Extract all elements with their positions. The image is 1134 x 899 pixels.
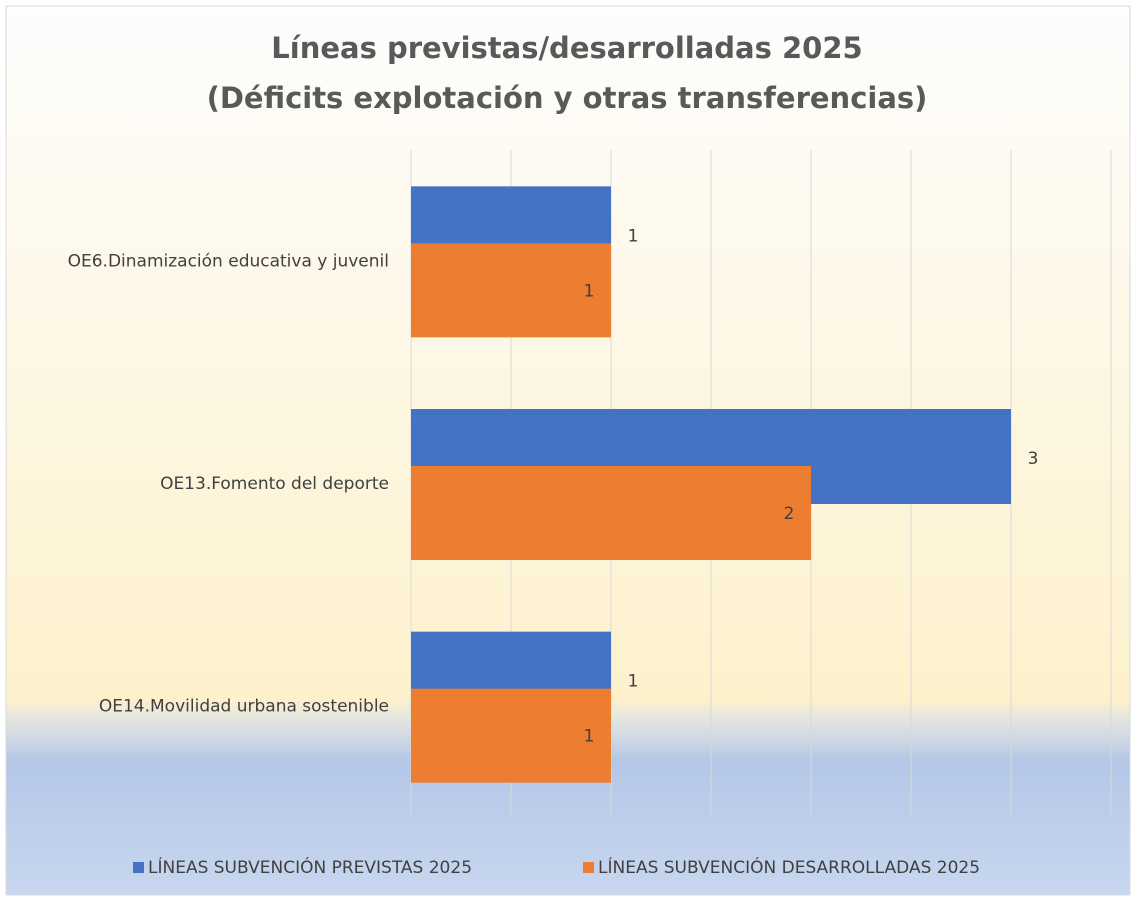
data-label: 1 <box>584 727 595 747</box>
chart-title: (Déficits explotación y otras transferen… <box>207 81 928 115</box>
data-label: 1 <box>628 226 639 246</box>
y-tick-label: OE13.Fomento del deporte <box>160 474 389 494</box>
legend-swatch <box>133 862 144 873</box>
data-label: 1 <box>628 672 639 692</box>
data-label: 2 <box>784 504 795 524</box>
legend-swatch <box>583 862 594 873</box>
y-tick-label: OE14.Movilidad urbana sostenible <box>99 697 389 717</box>
legend-label: LÍNEAS SUBVENCIÓN DESARROLLADAS 2025 <box>598 856 980 878</box>
bar <box>411 466 811 560</box>
data-label: 1 <box>584 281 595 301</box>
data-label: 3 <box>1028 449 1039 469</box>
bar <box>411 243 611 338</box>
bar <box>411 688 611 783</box>
chart-title: Líneas previstas/desarrolladas 2025 <box>271 31 862 65</box>
y-tick-label: OE6.Dinamización educativa y juvenil <box>68 251 389 271</box>
legend-label: LÍNEAS SUBVENCIÓN PREVISTAS 2025 <box>148 856 472 878</box>
